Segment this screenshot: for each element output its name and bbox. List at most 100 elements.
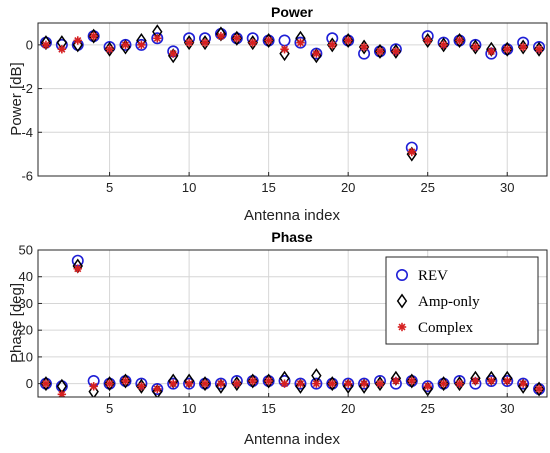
data-point-complex xyxy=(41,40,51,50)
phase-panel: 5 10 15 20 25 30 0 10 20 30 40 50 Phase Antenna ind… xyxy=(8,229,548,448)
data-point-complex xyxy=(184,38,194,47)
data-point-complex xyxy=(57,45,67,54)
power-chart-title: Power xyxy=(271,4,314,20)
plot-frame xyxy=(37,249,548,398)
x-tick-label: 15 xyxy=(261,401,275,416)
data-point-complex xyxy=(359,379,369,388)
data-point-complex xyxy=(200,379,210,388)
data-point-complex xyxy=(471,42,480,52)
phase-y-axis-label: Phase [deg] xyxy=(8,283,25,363)
legend-box xyxy=(385,256,539,345)
data-point-complex xyxy=(121,40,130,50)
power-ticks: 5 10 15 20 25 30 -6 -4 -2 0 xyxy=(21,37,514,195)
data-point-complex xyxy=(105,45,114,54)
data-point-complex xyxy=(503,45,512,54)
data-point-rev xyxy=(421,380,434,393)
data-point-complex xyxy=(248,376,257,386)
data-point-complex xyxy=(391,47,401,56)
data-point-complex xyxy=(455,36,464,45)
x-tick-label: 10 xyxy=(182,180,196,195)
data-point-complex xyxy=(296,38,305,47)
data-point-complex xyxy=(407,376,416,386)
y-tick-label: 0 xyxy=(26,37,33,52)
x-tick-label: 5 xyxy=(106,401,113,416)
data-point-complex xyxy=(137,40,146,50)
power-y-axis-label: Power [dB] xyxy=(8,62,25,135)
data-point-complex xyxy=(296,379,305,388)
data-point-rev xyxy=(167,377,180,390)
data-point-complex xyxy=(248,38,257,47)
data-point-complex xyxy=(439,379,448,388)
data-point-rev xyxy=(501,374,514,387)
data-point-rev xyxy=(214,377,227,390)
data-point-complex xyxy=(518,379,528,388)
x-tick-label: 30 xyxy=(500,180,514,195)
data-point-complex xyxy=(280,379,289,388)
data-point-complex xyxy=(153,384,162,394)
data-point-rev xyxy=(485,374,498,387)
phase-x-axis-label: Antenna index xyxy=(244,431,340,448)
x-tick-label: 20 xyxy=(341,401,355,416)
data-point-rev xyxy=(342,377,355,390)
legend-label-amp-only: Amp-only xyxy=(418,294,480,310)
data-point-complex xyxy=(169,379,178,388)
legend-entries xyxy=(395,268,408,332)
x-tick-label: 25 xyxy=(420,180,434,195)
data-point-complex xyxy=(328,379,337,388)
data-point-complex xyxy=(359,42,369,52)
data-point-rev xyxy=(151,382,164,395)
x-tick-label: 25 xyxy=(420,401,434,416)
data-point-complex xyxy=(216,31,226,41)
data-point-complex xyxy=(137,382,146,391)
y-tick-label: -2 xyxy=(21,81,33,96)
data-point-rev xyxy=(183,377,196,390)
legend-label-complex: Complex xyxy=(418,320,473,336)
power-markers xyxy=(39,24,546,162)
data-point-complex xyxy=(534,45,544,54)
data-point-complex xyxy=(169,49,178,58)
legend-marker-complex xyxy=(397,322,407,332)
data-point-complex xyxy=(184,379,194,388)
data-point-complex xyxy=(200,38,210,47)
data-point-complex xyxy=(216,379,226,388)
y-tick-label: -4 xyxy=(21,125,33,140)
data-point-complex xyxy=(455,379,464,388)
data-point-complex xyxy=(391,376,401,386)
legend-marker-rev xyxy=(395,268,408,281)
x-tick-label: 10 xyxy=(182,401,196,416)
data-point-complex xyxy=(57,390,67,397)
data-point-complex xyxy=(89,382,98,391)
phase-markers xyxy=(39,254,546,397)
data-point-complex xyxy=(343,36,353,45)
data-point-complex xyxy=(503,376,512,386)
data-point-complex xyxy=(41,379,51,388)
data-point-complex xyxy=(375,47,385,56)
data-point-complex xyxy=(375,379,385,388)
x-tick-label: 5 xyxy=(106,180,113,195)
data-point-complex xyxy=(153,34,162,43)
data-point-complex xyxy=(343,379,353,388)
data-point-complex xyxy=(280,45,289,54)
data-point-complex xyxy=(264,36,273,45)
y-tick-label: 0 xyxy=(26,376,33,391)
data-point-complex xyxy=(328,40,337,50)
data-point-complex xyxy=(264,376,273,386)
data-point-rev xyxy=(294,36,307,49)
data-point-complex xyxy=(73,264,82,273)
y-tick-label: 40 xyxy=(19,269,33,284)
data-point-complex xyxy=(423,36,432,45)
data-point-rev xyxy=(294,377,307,390)
data-point-complex xyxy=(534,384,544,394)
legend-marker-amp-only xyxy=(396,293,408,309)
data-point-complex xyxy=(73,36,82,45)
data-point-complex xyxy=(407,147,416,157)
y-tick-label: 30 xyxy=(19,296,33,311)
power-panel: 5 10 15 20 25 30 -6 -4 -2 0 Power Antenna index P… xyxy=(8,4,548,224)
data-point-complex xyxy=(105,379,114,388)
data-point-complex xyxy=(471,376,480,386)
data-point-complex xyxy=(121,376,130,386)
x-tick-label: 20 xyxy=(341,180,355,195)
phase-ticks: 5 10 15 20 25 30 0 10 20 30 40 50 xyxy=(19,243,515,417)
data-point-rev xyxy=(151,32,164,45)
